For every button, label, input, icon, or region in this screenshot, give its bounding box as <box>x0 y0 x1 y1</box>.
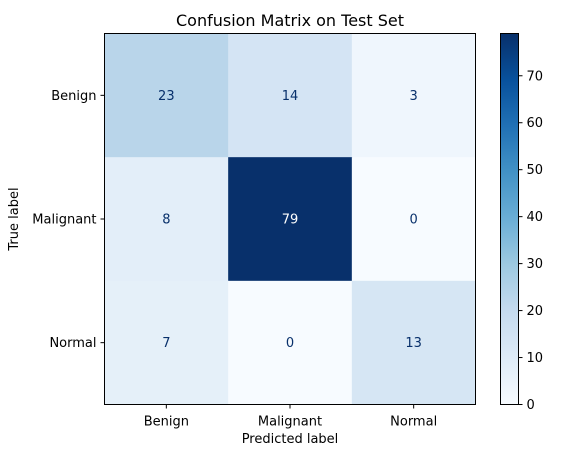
x-tick-label: Normal <box>390 415 437 430</box>
colorbar-tick-label: 0 <box>527 398 535 413</box>
cell-value-label: 8 <box>162 213 170 228</box>
heatmap-cell <box>351 33 476 158</box>
colorbar <box>500 33 519 405</box>
y-tick-label: Normal <box>49 336 96 351</box>
cell-value-label: 13 <box>405 336 422 351</box>
x-axis-ticks: Benign Malignant Normal <box>144 404 437 430</box>
cell-value-label: 14 <box>282 89 299 104</box>
y-axis-label: True label <box>7 187 22 251</box>
cell-value-label: 79 <box>282 213 299 228</box>
heatmap-cell <box>351 280 476 405</box>
heatmap-cell <box>351 157 476 282</box>
heatmap-cells <box>104 33 476 405</box>
colorbar-tick-label: 50 <box>527 163 544 178</box>
heatmap-cell <box>228 280 353 405</box>
colorbar-tick-label: 70 <box>527 69 544 84</box>
colorbar-tick-label: 40 <box>527 210 544 225</box>
cell-value-label: 0 <box>286 336 294 351</box>
heatmap-cell <box>104 33 229 158</box>
heatmap-cell <box>104 280 229 405</box>
x-tick-label: Malignant <box>258 415 322 430</box>
chart-title: Confusion Matrix on Test Set <box>176 11 404 30</box>
cell-value-label: 23 <box>158 89 175 104</box>
colorbar-tick-label: 20 <box>527 304 544 319</box>
heatmap-cell <box>104 157 229 282</box>
cell-value-label: 7 <box>162 336 170 351</box>
y-tick-label: Malignant <box>32 213 96 228</box>
colorbar-tick-label: 10 <box>527 351 544 366</box>
heatmap-cell-labels: 23 14 3 8 79 0 7 0 13 <box>158 89 422 351</box>
colorbar-ticks: 0 10 20 30 40 50 60 70 <box>518 69 544 413</box>
heatmap-cell <box>228 33 353 158</box>
cell-value-label: 0 <box>410 213 418 228</box>
x-axis-label: Predicted label <box>242 432 339 447</box>
y-axis-ticks: Benign Malignant Normal <box>32 89 105 351</box>
cell-value-label: 3 <box>410 89 418 104</box>
x-tick-label: Benign <box>144 415 189 430</box>
colorbar-tick-label: 30 <box>527 257 544 272</box>
y-tick-label: Benign <box>51 89 96 104</box>
heatmap-cell <box>228 157 353 282</box>
colorbar-tick-label: 60 <box>527 116 544 131</box>
